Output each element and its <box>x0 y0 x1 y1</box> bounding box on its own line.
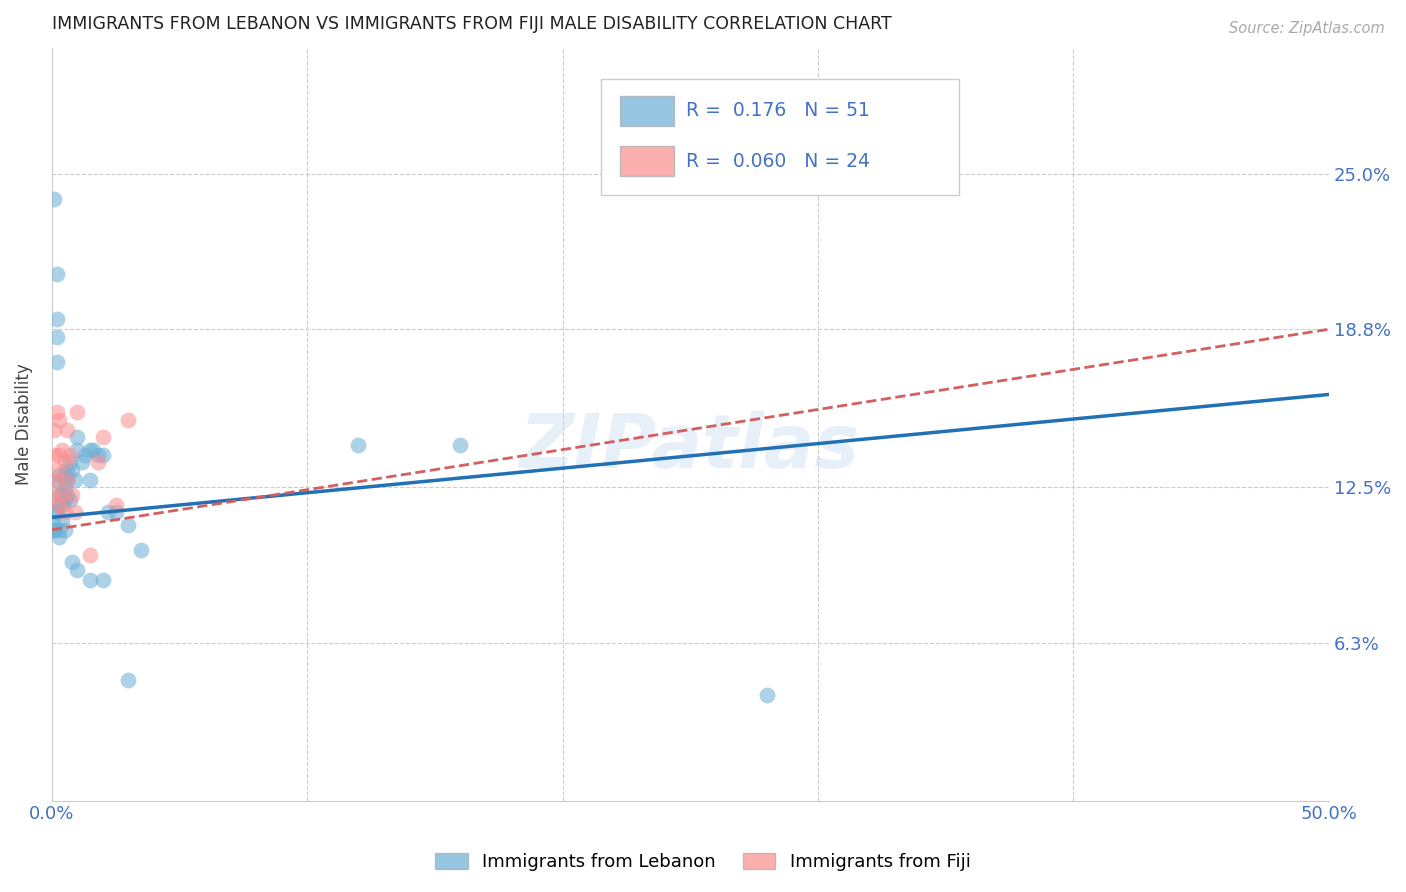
Text: Source: ZipAtlas.com: Source: ZipAtlas.com <box>1229 21 1385 36</box>
Point <box>129 542 152 557</box>
Point <box>48 448 70 462</box>
Point <box>91 573 114 587</box>
Legend: Immigrants from Lebanon, Immigrants from Fiji: Immigrants from Lebanon, Immigrants from… <box>427 846 979 879</box>
Point <box>87 455 110 469</box>
FancyBboxPatch shape <box>620 146 673 177</box>
Point <box>48 475 70 490</box>
Point <box>51 488 73 502</box>
Point <box>51 488 73 502</box>
Point <box>82 442 104 457</box>
Point <box>72 455 94 469</box>
Point <box>66 563 89 577</box>
Point <box>117 517 139 532</box>
Point <box>60 463 83 477</box>
Text: ZIPatlas: ZIPatlas <box>520 410 860 483</box>
Point <box>73 448 96 462</box>
Point <box>48 523 70 537</box>
Point <box>97 505 120 519</box>
Point <box>51 498 73 512</box>
Point <box>45 405 67 419</box>
Point <box>48 530 70 544</box>
Point <box>53 455 76 469</box>
Point <box>117 673 139 688</box>
Point <box>44 505 66 519</box>
Point <box>53 492 76 507</box>
Point <box>45 463 67 477</box>
Point <box>45 312 67 326</box>
Point <box>51 442 73 457</box>
Point <box>104 498 127 512</box>
Point <box>44 423 66 437</box>
Point <box>44 523 66 537</box>
Point <box>63 473 86 487</box>
Text: R =  0.176   N = 51: R = 0.176 N = 51 <box>686 102 870 120</box>
Point <box>63 505 86 519</box>
Point <box>79 573 101 587</box>
Point <box>91 448 114 462</box>
Point <box>60 488 83 502</box>
Point <box>45 355 67 369</box>
Point <box>56 463 79 477</box>
Point <box>48 412 70 426</box>
Point <box>44 523 66 537</box>
Point <box>48 498 70 512</box>
FancyBboxPatch shape <box>620 95 673 126</box>
Point <box>45 267 67 281</box>
Point <box>44 192 66 206</box>
Point <box>79 473 101 487</box>
Point <box>79 548 101 562</box>
Point <box>91 430 114 444</box>
Point <box>59 492 82 507</box>
FancyBboxPatch shape <box>600 78 959 195</box>
Text: R =  0.060   N = 24: R = 0.060 N = 24 <box>686 152 870 170</box>
Point <box>44 517 66 532</box>
Point <box>56 423 79 437</box>
Point <box>45 473 67 487</box>
Point <box>56 473 79 487</box>
Point <box>53 480 76 494</box>
Point <box>60 556 83 570</box>
Point <box>59 448 82 462</box>
Point <box>66 430 89 444</box>
Point <box>45 330 67 344</box>
Point <box>48 498 70 512</box>
Point <box>66 405 89 419</box>
Point <box>44 488 66 502</box>
Point <box>53 467 76 482</box>
Point <box>79 442 101 457</box>
Point <box>87 448 110 462</box>
Point <box>53 505 76 519</box>
Point <box>104 505 127 519</box>
Point <box>755 689 778 703</box>
Point <box>117 412 139 426</box>
Point <box>449 437 471 451</box>
Y-axis label: Male Disability: Male Disability <box>15 364 32 485</box>
Point <box>56 473 79 487</box>
Point <box>51 513 73 527</box>
Point <box>59 455 82 469</box>
Text: IMMIGRANTS FROM LEBANON VS IMMIGRANTS FROM FIJI MALE DISABILITY CORRELATION CHAR: IMMIGRANTS FROM LEBANON VS IMMIGRANTS FR… <box>52 15 891 33</box>
Point <box>48 467 70 482</box>
Point <box>56 488 79 502</box>
Point <box>45 505 67 519</box>
Point <box>53 523 76 537</box>
Point <box>66 442 89 457</box>
Point <box>44 448 66 462</box>
Point <box>48 488 70 502</box>
Point <box>347 437 370 451</box>
